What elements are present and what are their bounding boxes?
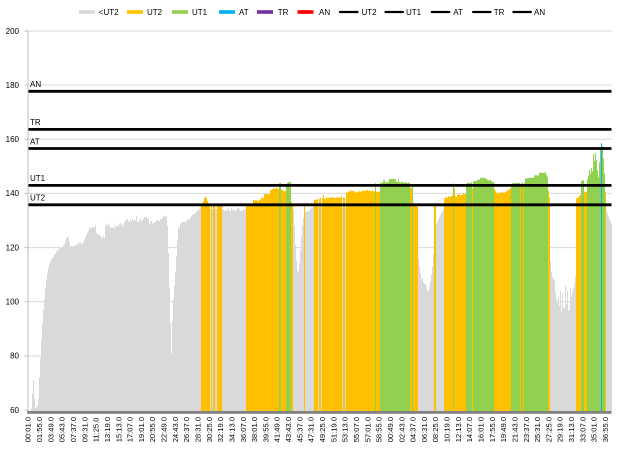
svg-text:38:01.0: 38:01.0 xyxy=(250,417,259,442)
svg-text:AT: AT xyxy=(239,8,249,17)
svg-text:17:07.0: 17:07.0 xyxy=(126,417,135,442)
svg-text:03:49.0: 03:49.0 xyxy=(46,417,55,442)
svg-text:180: 180 xyxy=(6,81,20,90)
svg-text:22:49.0: 22:49.0 xyxy=(160,417,169,442)
svg-text:120: 120 xyxy=(6,243,20,252)
svg-text:AN: AN xyxy=(534,8,545,17)
svg-text:UT1: UT1 xyxy=(30,174,46,183)
svg-text:02:43.0: 02:43.0 xyxy=(397,417,406,442)
svg-text:20:55.0: 20:55.0 xyxy=(148,417,157,442)
svg-text:04:37.0: 04:37.0 xyxy=(409,417,418,442)
svg-text:UT2: UT2 xyxy=(362,8,378,17)
svg-text:UT2: UT2 xyxy=(147,8,163,17)
svg-text:TR: TR xyxy=(30,118,41,127)
svg-text:45:37.0: 45:37.0 xyxy=(295,417,304,442)
svg-text:09:31.0: 09:31.0 xyxy=(80,417,89,442)
svg-text:32:19.0: 32:19.0 xyxy=(216,417,225,442)
svg-text:31:13.0: 31:13.0 xyxy=(567,417,576,442)
svg-text:19:01.0: 19:01.0 xyxy=(137,417,146,442)
svg-text:43:43.0: 43:43.0 xyxy=(284,417,293,442)
svg-text:23:37.0: 23:37.0 xyxy=(522,417,531,442)
svg-text:07:37.0: 07:37.0 xyxy=(69,417,78,442)
svg-text:UT1: UT1 xyxy=(406,8,422,17)
svg-text:13:19.0: 13:19.0 xyxy=(103,417,112,442)
svg-text:<UT2: <UT2 xyxy=(99,8,119,17)
svg-text:140: 140 xyxy=(6,189,20,198)
svg-text:AT: AT xyxy=(453,8,463,17)
svg-text:200: 200 xyxy=(6,27,20,36)
svg-text:01:55.0: 01:55.0 xyxy=(35,417,44,442)
svg-text:15:13.0: 15:13.0 xyxy=(114,417,123,442)
svg-text:TR: TR xyxy=(494,8,505,17)
svg-text:25:31.0: 25:31.0 xyxy=(533,417,542,442)
svg-text:34:13.0: 34:13.0 xyxy=(228,417,237,442)
svg-text:28:31.0: 28:31.0 xyxy=(194,417,203,442)
svg-text:06:31.0: 06:31.0 xyxy=(420,417,429,442)
svg-text:24:43.0: 24:43.0 xyxy=(171,417,180,442)
svg-text:58:55.0: 58:55.0 xyxy=(375,417,384,442)
svg-text:41:49.0: 41:49.0 xyxy=(273,417,282,442)
svg-text:12:13.0: 12:13.0 xyxy=(454,417,463,442)
svg-text:08:25.0: 08:25.0 xyxy=(431,417,440,442)
svg-text:53:13.0: 53:13.0 xyxy=(341,417,350,442)
svg-text:33:07.0: 33:07.0 xyxy=(578,417,587,442)
svg-text:36:07.0: 36:07.0 xyxy=(239,417,248,442)
svg-text:29:19.0: 29:19.0 xyxy=(556,417,565,442)
svg-text:55:07.0: 55:07.0 xyxy=(352,417,361,442)
svg-text:19:49.0: 19:49.0 xyxy=(499,417,508,442)
svg-text:00:01.0: 00:01.0 xyxy=(24,417,33,442)
svg-text:36:55.0: 36:55.0 xyxy=(601,417,610,442)
svg-text:16:01.0: 16:01.0 xyxy=(477,417,486,442)
svg-text:51:19.0: 51:19.0 xyxy=(329,417,338,442)
svg-text:14:07.0: 14:07.0 xyxy=(465,417,474,442)
svg-text:39:55.0: 39:55.0 xyxy=(261,417,270,442)
svg-text:21:43.0: 21:43.0 xyxy=(511,417,520,442)
svg-text:80: 80 xyxy=(10,352,19,361)
svg-text:26:37.0: 26:37.0 xyxy=(182,417,191,442)
svg-text:49:25.0: 49:25.0 xyxy=(318,417,327,442)
svg-text:AT: AT xyxy=(30,137,40,146)
svg-text:AN: AN xyxy=(319,8,330,17)
svg-text:160: 160 xyxy=(6,135,20,144)
svg-text:57:01.0: 57:01.0 xyxy=(363,417,372,442)
svg-text:AN: AN xyxy=(30,80,41,89)
svg-text:00:49.0: 00:49.0 xyxy=(386,417,395,442)
svg-text:11:25.0: 11:25.0 xyxy=(92,418,101,443)
svg-text:30:25.0: 30:25.0 xyxy=(205,417,214,442)
svg-text:10:19.0: 10:19.0 xyxy=(443,417,452,442)
svg-text:60: 60 xyxy=(10,406,19,415)
svg-text:100: 100 xyxy=(6,298,20,307)
svg-text:27:25.0: 27:25.0 xyxy=(544,417,553,442)
svg-text:35:01.0: 35:01.0 xyxy=(590,417,599,442)
svg-text:47:31.0: 47:31.0 xyxy=(307,417,316,442)
svg-text:UT1: UT1 xyxy=(192,8,208,17)
svg-text:TR: TR xyxy=(278,8,289,17)
svg-text:17:55.0: 17:55.0 xyxy=(488,417,497,442)
svg-text:05:43.0: 05:43.0 xyxy=(58,417,67,442)
svg-text:UT2: UT2 xyxy=(30,194,46,203)
